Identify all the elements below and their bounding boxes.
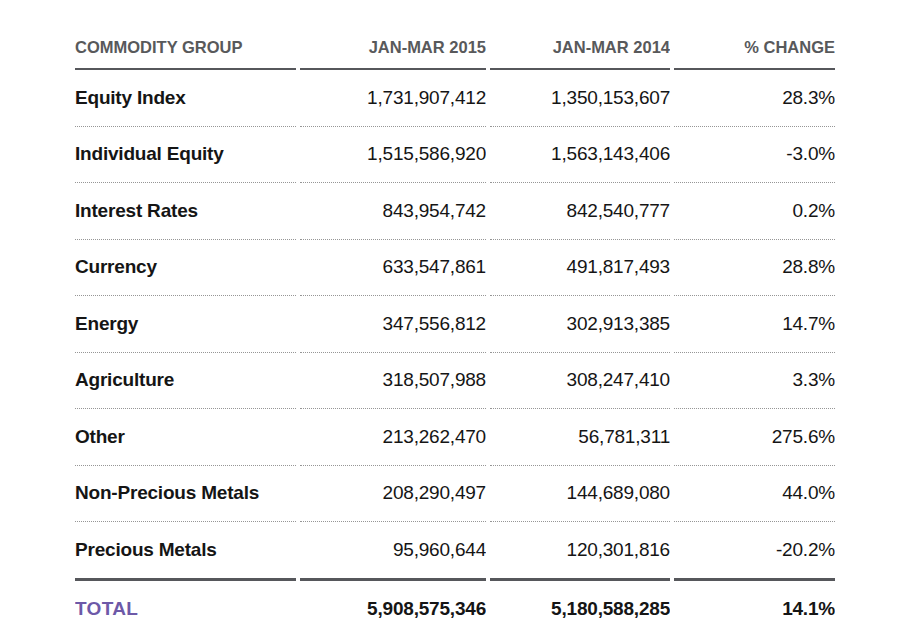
row-commodity-group: Currency bbox=[75, 240, 296, 297]
row-value-2014: 302,913,385 bbox=[490, 296, 670, 353]
row-value-2015: 95,960,644 bbox=[300, 522, 486, 581]
row-pct-change: 28.3% bbox=[674, 70, 835, 127]
row-value-2015: 843,954,742 bbox=[300, 183, 486, 240]
row-value-2014: 120,301,816 bbox=[490, 522, 670, 581]
row-pct-change: -3.0% bbox=[674, 127, 835, 184]
row-value-2014: 1,350,153,607 bbox=[490, 70, 670, 127]
total-value-2014: 5,180,588,285 bbox=[490, 581, 670, 638]
header-jan-mar-2015: JAN-MAR 2015 bbox=[300, 27, 486, 70]
row-value-2014: 491,817,493 bbox=[490, 240, 670, 297]
table-row: Agriculture 318,507,988 308,247,410 3.3% bbox=[75, 353, 835, 410]
header-pct-change: % CHANGE bbox=[674, 27, 835, 70]
table-row: Interest Rates 843,954,742 842,540,777 0… bbox=[75, 183, 835, 240]
row-value-2015: 318,507,988 bbox=[300, 353, 486, 410]
table-total-row: TOTAL 5,908,575,346 5,180,588,285 14.1% bbox=[75, 581, 835, 638]
commodity-volume-table: COMMODITY GROUP JAN-MAR 2015 JAN-MAR 201… bbox=[75, 27, 835, 638]
row-value-2014: 1,563,143,406 bbox=[490, 127, 670, 184]
row-value-2015: 1,731,907,412 bbox=[300, 70, 486, 127]
table-row: Other 213,262,470 56,781,311 275.6% bbox=[75, 409, 835, 466]
row-value-2014: 56,781,311 bbox=[490, 409, 670, 466]
row-pct-change: 28.8% bbox=[674, 240, 835, 297]
row-commodity-group: Interest Rates bbox=[75, 183, 296, 240]
row-commodity-group: Individual Equity bbox=[75, 127, 296, 184]
table-header-row: COMMODITY GROUP JAN-MAR 2015 JAN-MAR 201… bbox=[75, 27, 835, 70]
row-value-2014: 308,247,410 bbox=[490, 353, 670, 410]
table-row: Individual Equity 1,515,586,920 1,563,14… bbox=[75, 127, 835, 184]
row-commodity-group: Equity Index bbox=[75, 70, 296, 127]
row-value-2015: 1,515,586,920 bbox=[300, 127, 486, 184]
row-value-2015: 347,556,812 bbox=[300, 296, 486, 353]
row-pct-change: 14.7% bbox=[674, 296, 835, 353]
table-row: Non-Precious Metals 208,290,497 144,689,… bbox=[75, 466, 835, 523]
row-commodity-group: Non-Precious Metals bbox=[75, 466, 296, 523]
total-pct-change: 14.1% bbox=[674, 581, 835, 638]
row-value-2015: 633,547,861 bbox=[300, 240, 486, 297]
row-value-2015: 213,262,470 bbox=[300, 409, 486, 466]
row-commodity-group: Agriculture bbox=[75, 353, 296, 410]
header-commodity-group: COMMODITY GROUP bbox=[75, 27, 296, 70]
row-commodity-group: Precious Metals bbox=[75, 522, 296, 581]
row-value-2014: 842,540,777 bbox=[490, 183, 670, 240]
total-label: TOTAL bbox=[75, 581, 296, 638]
table-body: Equity Index 1,731,907,412 1,350,153,607… bbox=[75, 70, 835, 581]
table-row: Energy 347,556,812 302,913,385 14.7% bbox=[75, 296, 835, 353]
row-pct-change: 275.6% bbox=[674, 409, 835, 466]
total-value-2015: 5,908,575,346 bbox=[300, 581, 486, 638]
header-jan-mar-2014: JAN-MAR 2014 bbox=[490, 27, 670, 70]
table-row: Precious Metals 95,960,644 120,301,816 -… bbox=[75, 522, 835, 581]
table-row: Equity Index 1,731,907,412 1,350,153,607… bbox=[75, 70, 835, 127]
row-value-2015: 208,290,497 bbox=[300, 466, 486, 523]
row-commodity-group: Other bbox=[75, 409, 296, 466]
page: COMMODITY GROUP JAN-MAR 2015 JAN-MAR 201… bbox=[0, 0, 916, 641]
row-commodity-group: Energy bbox=[75, 296, 296, 353]
table-row: Currency 633,547,861 491,817,493 28.8% bbox=[75, 240, 835, 297]
row-pct-change: -20.2% bbox=[674, 522, 835, 581]
row-pct-change: 3.3% bbox=[674, 353, 835, 410]
row-pct-change: 0.2% bbox=[674, 183, 835, 240]
row-value-2014: 144,689,080 bbox=[490, 466, 670, 523]
row-pct-change: 44.0% bbox=[674, 466, 835, 523]
